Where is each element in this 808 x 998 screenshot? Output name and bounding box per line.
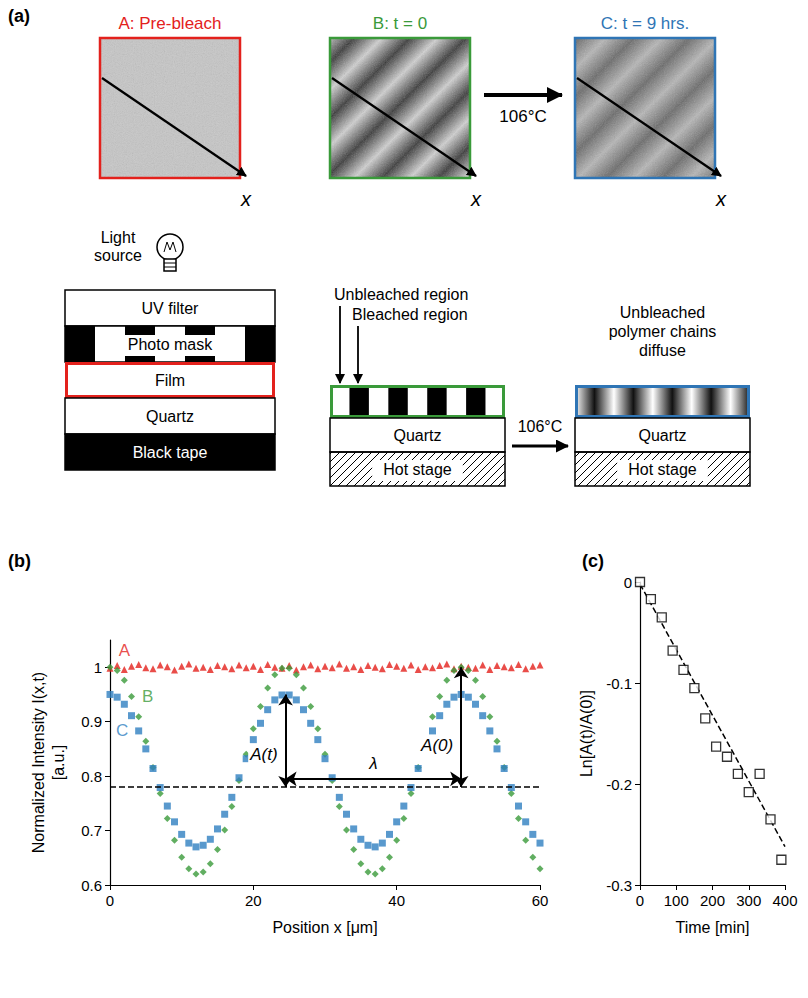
svg-text:B: t = 0: B: t = 0 (373, 14, 427, 33)
svg-text:300: 300 (736, 892, 761, 909)
svg-text:Quartz: Quartz (393, 427, 441, 444)
svg-text:Quartz: Quartz (638, 427, 686, 444)
svg-text:[a.u.]: [a.u.] (50, 745, 67, 781)
svg-text:Film: Film (155, 372, 185, 389)
svg-text:Hot stage: Hot stage (628, 461, 697, 478)
svg-text:Normalized Intensity I(x,t): Normalized Intensity I(x,t) (30, 672, 47, 853)
svg-text:A: A (119, 641, 131, 660)
svg-text:400: 400 (772, 892, 797, 909)
svg-text:100: 100 (664, 892, 689, 909)
svg-text:Unbleached: Unbleached (620, 304, 705, 321)
svg-text:x: x (715, 188, 727, 210)
svg-text:(c): (c) (582, 551, 604, 571)
svg-text:Time [min]: Time [min] (675, 919, 749, 936)
svg-text:0.6: 0.6 (81, 877, 102, 894)
svg-text:60: 60 (532, 892, 549, 909)
svg-text:0.9: 0.9 (81, 713, 102, 730)
svg-text:-0.3: -0.3 (606, 877, 632, 894)
svg-text:-0.2: -0.2 (606, 776, 632, 793)
svg-text:Bleached region: Bleached region (352, 306, 468, 323)
svg-text:20: 20 (245, 892, 262, 909)
svg-text:(b): (b) (8, 551, 31, 571)
svg-text:Ln[A(t)/A(0)]: Ln[A(t)/A(0)] (578, 690, 595, 777)
svg-text:B: B (142, 687, 153, 706)
svg-text:106°C: 106°C (499, 107, 546, 126)
svg-text:0: 0 (624, 574, 632, 591)
svg-text:(a): (a) (8, 6, 30, 26)
svg-text:Quartz: Quartz (146, 408, 194, 425)
svg-text:Photo mask: Photo mask (128, 336, 213, 353)
svg-text:Light: Light (101, 229, 136, 246)
svg-text:106°C: 106°C (518, 418, 563, 435)
svg-text:A(0): A(0) (420, 736, 453, 755)
svg-text:x: x (240, 188, 252, 210)
svg-text:Unbleached region: Unbleached region (334, 286, 468, 303)
svg-text:Hot stage: Hot stage (383, 461, 452, 478)
svg-text:-0.1: -0.1 (606, 675, 632, 692)
svg-text:Black tape: Black tape (133, 444, 208, 461)
svg-text:x: x (470, 188, 482, 210)
svg-text:polymer chains: polymer chains (609, 323, 717, 340)
svg-text:Position x [μm]: Position x [μm] (272, 919, 377, 936)
svg-text:0.7: 0.7 (81, 822, 102, 839)
svg-text:40: 40 (388, 892, 405, 909)
svg-text:UV filter: UV filter (142, 300, 200, 317)
svg-text:1: 1 (94, 659, 102, 676)
svg-text:0: 0 (636, 892, 644, 909)
svg-text:0.8: 0.8 (81, 768, 102, 785)
svg-text:A: Pre-bleach: A: Pre-bleach (119, 14, 222, 33)
svg-text:C: t = 9 hrs.: C: t = 9 hrs. (601, 14, 689, 33)
svg-text:source: source (94, 247, 142, 264)
svg-text:0: 0 (106, 892, 114, 909)
svg-text:200: 200 (700, 892, 725, 909)
svg-text:diffuse: diffuse (639, 342, 686, 359)
svg-text:C: C (116, 721, 128, 740)
svg-text:A(t): A(t) (249, 745, 277, 764)
svg-text:λ: λ (368, 754, 377, 773)
